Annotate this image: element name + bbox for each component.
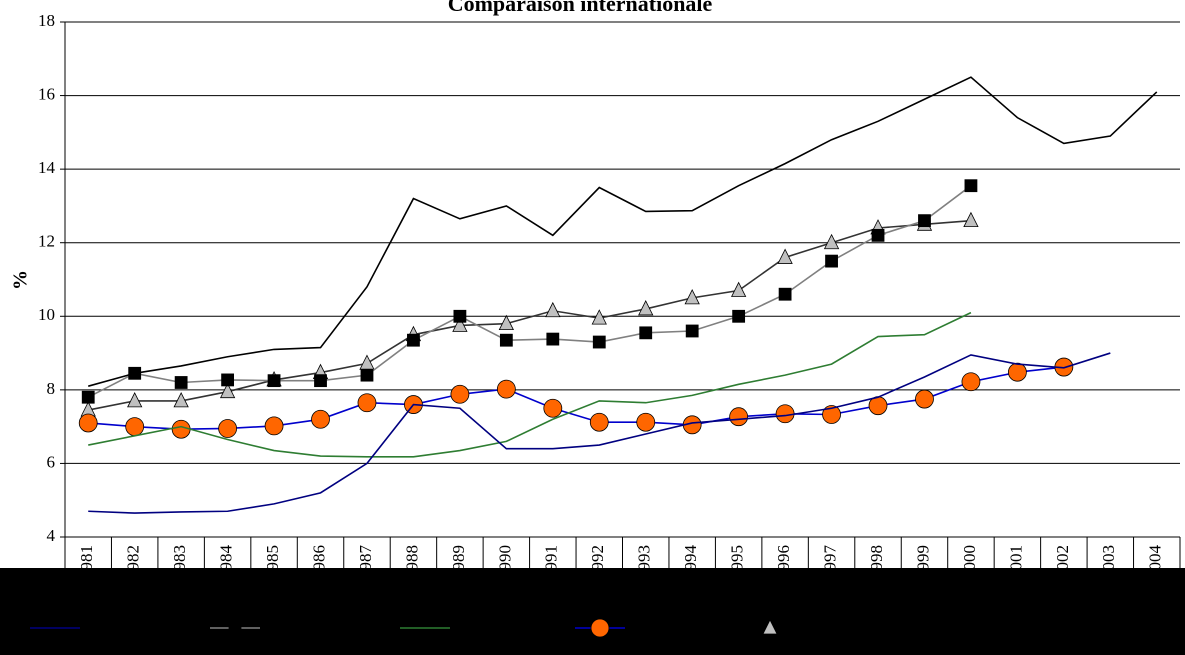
y-tick-label: 6 <box>47 452 56 471</box>
triangle-marker <box>545 301 561 318</box>
triangle-marker <box>359 354 375 370</box>
triangle-marker <box>730 281 747 297</box>
circle-marker <box>636 412 656 432</box>
x-tick-label: 2003 <box>1099 545 1118 579</box>
square-marker <box>407 333 420 347</box>
x-tick-label: 1992 <box>588 545 607 579</box>
y-tick-label: 12 <box>38 232 55 251</box>
series-line <box>88 366 1064 431</box>
triangle-marker <box>823 233 840 250</box>
y-tick-label: 16 <box>38 84 55 103</box>
legend-background <box>0 568 1185 655</box>
legend-marker <box>590 618 610 638</box>
x-tick-label: 2000 <box>960 545 979 579</box>
x-tick-label: 1981 <box>77 545 96 579</box>
legend-marker <box>762 619 778 635</box>
x-tick-label: 1994 <box>681 545 700 580</box>
triangle-marker <box>219 382 236 399</box>
x-tick-label: 2004 <box>1146 545 1165 580</box>
triangle-marker <box>777 248 793 264</box>
x-tick-label: 1986 <box>309 545 328 579</box>
x-tick-label: 1996 <box>774 545 793 579</box>
x-tick-label: 2002 <box>1053 545 1072 579</box>
square-marker <box>453 309 467 323</box>
x-tick-label: 1991 <box>542 545 561 579</box>
circle-marker <box>915 389 934 409</box>
y-tick-label: 18 <box>38 11 55 30</box>
square-marker <box>128 366 142 380</box>
x-tick-label: 1993 <box>635 545 654 579</box>
x-tick-label: 1998 <box>867 545 886 579</box>
x-tick-label: 1989 <box>449 545 468 579</box>
square-marker <box>964 179 978 193</box>
triangle-marker <box>173 391 189 408</box>
series-line <box>88 352 1111 514</box>
circle-marker <box>589 412 609 432</box>
square-marker <box>592 335 606 349</box>
x-tick-label: 1995 <box>728 545 747 579</box>
square-marker <box>778 287 792 301</box>
triangle-marker <box>591 309 607 325</box>
circle-marker <box>775 404 795 424</box>
square-marker <box>639 326 653 340</box>
square-marker <box>81 390 95 404</box>
circle-marker <box>125 417 145 437</box>
x-tick-label: 2001 <box>1006 545 1025 579</box>
triangle-marker <box>963 211 979 228</box>
circle-marker <box>822 405 841 424</box>
x-tick-label: 1988 <box>402 545 421 579</box>
square-marker <box>221 373 235 387</box>
y-tick-label: 14 <box>38 158 56 177</box>
circle-marker <box>543 398 563 418</box>
circle-marker <box>264 416 284 436</box>
chart-title: Comparaison internationale <box>448 0 713 16</box>
x-tick-label: 1987 <box>356 545 375 580</box>
x-tick-label: 1999 <box>913 545 932 579</box>
triangle-marker <box>498 314 515 331</box>
circle-marker <box>961 372 981 392</box>
circle-marker <box>450 384 470 404</box>
series-line <box>87 185 972 398</box>
square-marker <box>174 376 188 389</box>
square-marker <box>918 214 931 228</box>
y-axis-label: % <box>10 270 32 290</box>
triangle-marker <box>638 300 654 316</box>
circle-marker <box>78 413 98 433</box>
square-marker <box>360 368 374 382</box>
square-marker <box>267 374 281 388</box>
x-tick-label: 1997 <box>820 545 839 580</box>
square-marker <box>732 309 746 323</box>
circle-marker <box>311 409 330 429</box>
square-marker <box>314 374 327 388</box>
y-tick-label: 10 <box>38 305 55 324</box>
circle-marker <box>729 407 749 427</box>
x-tick-label: 1982 <box>124 545 143 579</box>
triangle-marker <box>684 288 700 305</box>
x-tick-label: 1983 <box>170 545 189 579</box>
circle-marker <box>218 419 238 438</box>
square-marker <box>825 254 838 268</box>
circle-marker <box>1007 362 1027 382</box>
square-marker <box>499 333 513 347</box>
y-tick-label: 4 <box>47 526 56 545</box>
circle-marker <box>357 393 377 413</box>
square-marker <box>546 332 560 346</box>
y-tick-label: 8 <box>47 379 56 398</box>
x-tick-label: 1985 <box>263 545 282 579</box>
square-marker <box>871 228 885 242</box>
square-marker <box>685 324 699 338</box>
x-tick-label: 1984 <box>217 545 236 580</box>
triangle-marker <box>452 316 468 332</box>
series-line <box>88 311 972 458</box>
circle-marker <box>496 379 516 399</box>
series-line <box>88 219 972 411</box>
legend-marker <box>228 621 242 635</box>
series-line <box>88 76 1158 387</box>
x-tick-label: 1990 <box>495 545 514 579</box>
triangle-marker <box>127 391 143 408</box>
